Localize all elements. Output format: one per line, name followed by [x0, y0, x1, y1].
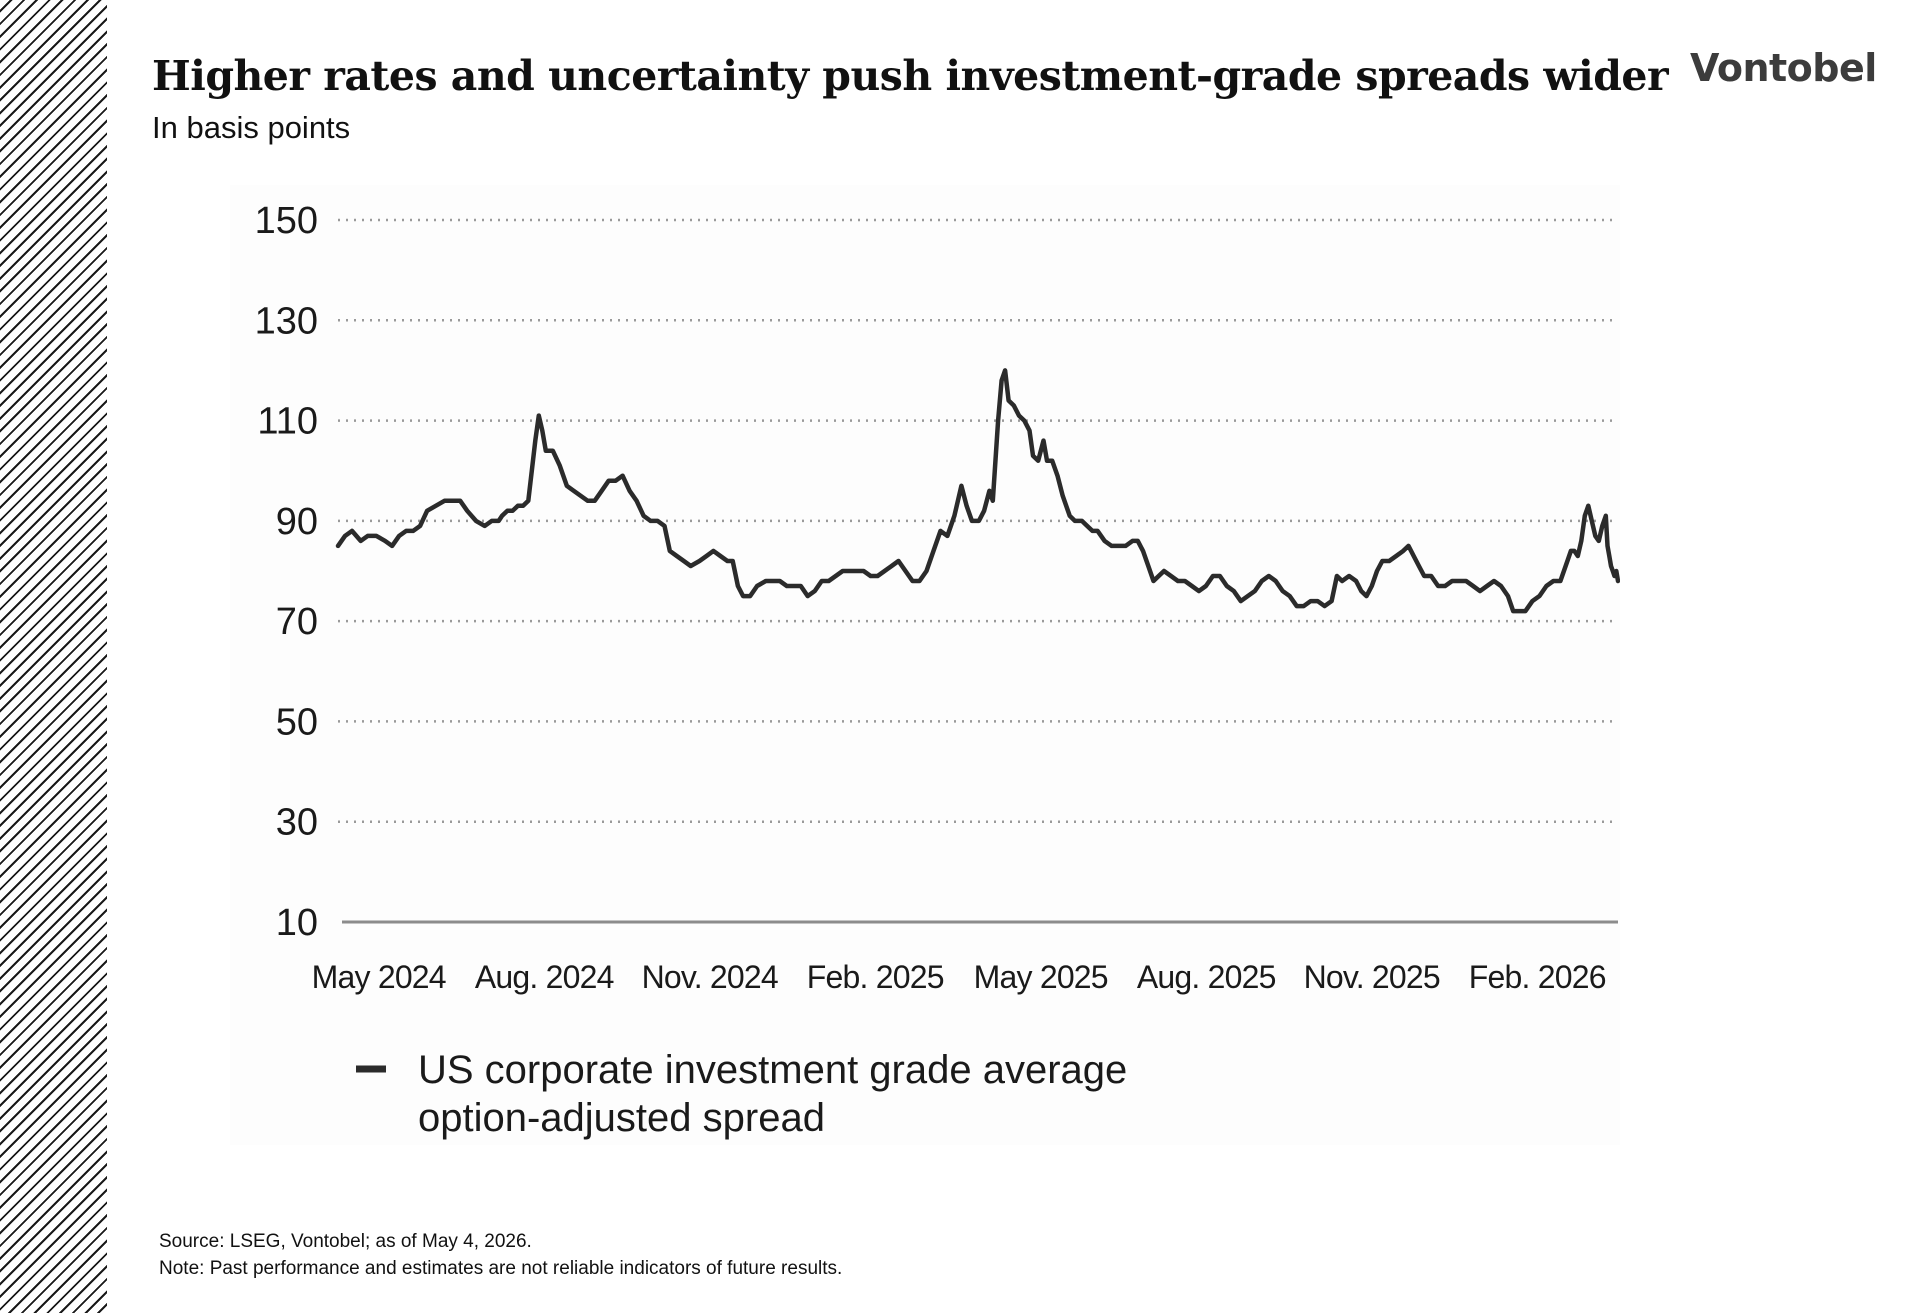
x-tick-label: Aug. 2025	[1137, 959, 1276, 995]
y-tick-label: 70	[276, 601, 318, 643]
hatched-side-band	[0, 0, 107, 1313]
legend-label: US corporate investment grade average opt…	[418, 1048, 1127, 1140]
y-tick-label: 30	[276, 802, 318, 844]
disclaimer-note: Note: Past performance and estimates are…	[159, 1258, 843, 1279]
vontobel-logo: Vontobel	[1690, 46, 1877, 90]
gridlines	[338, 218, 1618, 924]
y-tick-label: 150	[255, 200, 318, 242]
y-tick-label: 10	[276, 902, 318, 944]
y-axis-ticks: 150 130 110 90 70 50 30 10	[255, 200, 318, 944]
x-tick-label: Feb. 2026	[1469, 959, 1606, 995]
x-tick-label: Aug. 2024	[475, 959, 614, 995]
x-tick-label: May 2024	[312, 959, 446, 995]
series-layer	[335, 368, 1620, 614]
y-tick-label: 130	[255, 300, 318, 342]
source-note: Source: LSEG, Vontobel; as of May 4, 202…	[159, 1231, 532, 1252]
x-axis-ticks: May 2024 Aug. 2024 Nov. 2024 Feb. 2025 May 2…	[312, 959, 1607, 995]
y-tick-label: 110	[257, 401, 318, 443]
x-tick-label: Nov. 2025	[1304, 959, 1440, 995]
chart-area: 150 130 110 90 70 50 30 10 May 2024 Aug. 2024 Nov…	[230, 185, 1620, 1145]
line-chart: 150 130 110 90 70 50 30 10 May 2024 Aug. 2024 Nov…	[255, 200, 1620, 1140]
legend: US corporate investment grade average opt…	[356, 1048, 1127, 1140]
chart-title: Higher rates and uncertainty push invest…	[152, 52, 1669, 100]
series-line	[335, 368, 1620, 614]
chart-subtitle: In basis points	[152, 110, 351, 145]
x-tick-label: Nov. 2024	[642, 959, 778, 995]
y-tick-label: 50	[276, 701, 318, 743]
x-tick-label: May 2025	[974, 959, 1108, 995]
y-tick-label: 90	[276, 501, 318, 543]
footnotes: Source: LSEG, Vontobel; as of May 4, 202…	[159, 1228, 842, 1282]
x-tick-label: Feb. 2025	[807, 959, 944, 995]
